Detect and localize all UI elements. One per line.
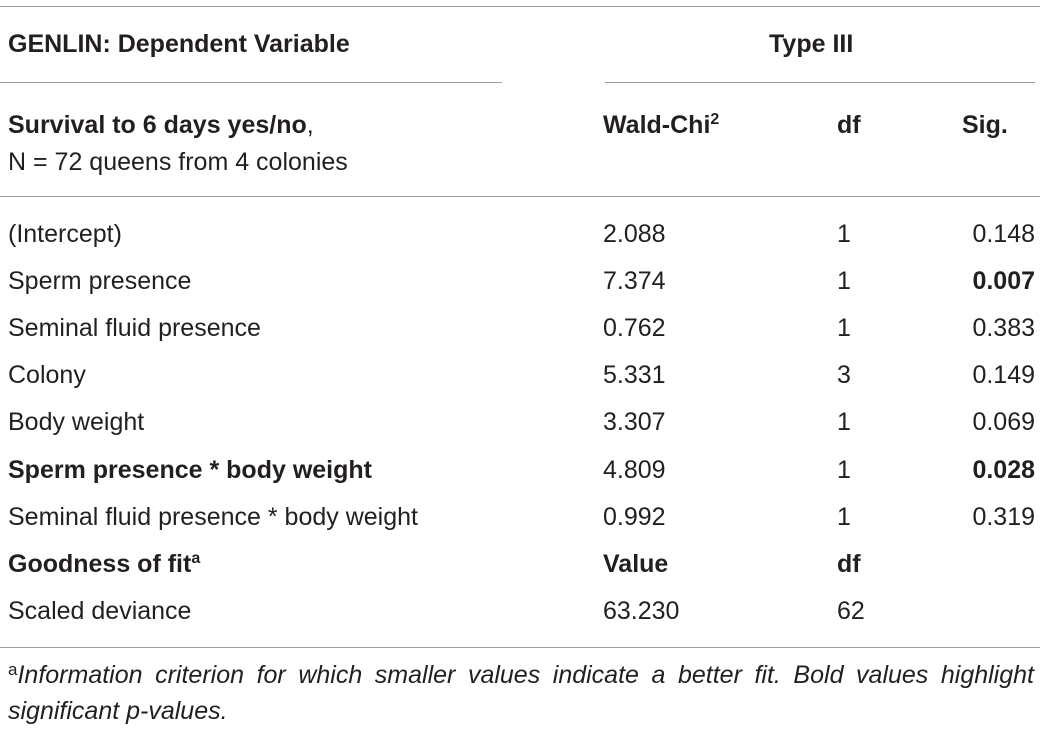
row-label: Seminal fluid presence * body weight	[8, 503, 418, 531]
row-df: 1	[837, 314, 851, 342]
row-df: 1	[837, 220, 851, 248]
row-wald: 0.992	[603, 503, 666, 531]
row-label: Sperm presence * body weight	[8, 456, 372, 484]
row-wald: 3.307	[603, 408, 666, 436]
sample-note: N = 72 queens from 4 colonies	[8, 148, 348, 176]
fit-header-label: Goodness of fita	[8, 549, 200, 579]
row-wald: 2.088	[603, 220, 666, 248]
col-header-wald: Wald-Chi2	[603, 110, 719, 140]
table-footnote: aInformation criterion for which smaller…	[8, 657, 1034, 729]
row-wald: 5.331	[603, 361, 666, 389]
row-sig: 0.149	[972, 361, 1035, 389]
group-header-left: GENLIN: Dependent Variable	[8, 30, 350, 58]
row-df: 3	[837, 361, 851, 389]
row-label: Sperm presence	[8, 267, 192, 295]
dependent-variable-name: Survival to 6 days yes/no	[8, 111, 307, 139]
col-header-wald-sup: 2	[710, 111, 720, 128]
col-header-sig: Sig.	[962, 111, 1008, 139]
fit-header-text: Goodness of fit	[8, 550, 192, 578]
fit-col-df: df	[837, 550, 861, 578]
fit-row-value: 63.230	[603, 597, 680, 625]
fit-row-label: Scaled deviance	[8, 597, 192, 625]
row-label: Seminal fluid presence	[8, 314, 261, 342]
row-df: 1	[837, 267, 851, 295]
fit-col-value: Value	[603, 550, 669, 578]
row-wald: 7.374	[603, 267, 666, 295]
group-header-right: Type III	[769, 30, 854, 58]
row-wald: 4.809	[603, 456, 666, 484]
group-rule-right	[605, 82, 1035, 83]
row-df: 1	[837, 456, 851, 484]
row-label: Colony	[8, 361, 86, 389]
table-bottom-rule	[0, 647, 1040, 648]
row-label: (Intercept)	[8, 220, 122, 248]
dependent-variable-label: Survival to 6 days yes/no,	[8, 110, 314, 140]
fit-header-sup: a	[191, 550, 201, 567]
fit-row-df: 62	[837, 597, 865, 625]
row-sig: 0.383	[972, 314, 1035, 342]
row-df: 1	[837, 503, 851, 531]
col-header-df: df	[837, 111, 861, 139]
row-sig: 0.028	[972, 456, 1035, 484]
group-rule-left	[0, 82, 502, 83]
row-sig: 0.148	[972, 220, 1035, 248]
row-sig: 0.069	[972, 408, 1035, 436]
dependent-variable-comma: ,	[306, 111, 314, 139]
row-label: Body weight	[8, 408, 145, 436]
header-bottom-rule	[0, 196, 1040, 197]
row-sig: 0.007	[972, 267, 1035, 295]
footnote-marker: a	[8, 660, 18, 679]
row-sig: 0.319	[972, 503, 1035, 531]
row-df: 1	[837, 408, 851, 436]
footnote-text: Information criterion for which smaller …	[8, 661, 1034, 725]
row-wald: 0.762	[603, 314, 666, 342]
col-header-wald-text: Wald-Chi	[603, 111, 711, 139]
table-top-rule	[0, 6, 1040, 7]
